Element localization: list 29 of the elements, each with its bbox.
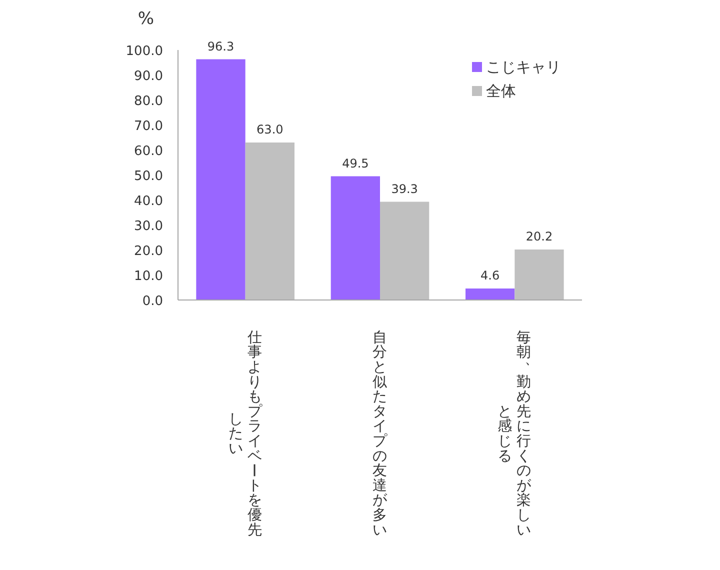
y-tick-label: 0.0 [142,294,163,309]
y-tick-label: 30.0 [134,219,163,234]
y-tick-label: 80.0 [134,94,163,109]
y-tick-label: 100.0 [126,44,163,59]
data-label: 39.3 [391,182,418,196]
x-tick-label: 自分と似たタイプの友達が多い [372,328,388,538]
data-label: 20.2 [526,230,553,244]
bar [380,202,430,300]
bar [514,250,564,300]
bar [466,288,515,300]
data-label: 63.0 [256,122,284,136]
y-tick-label: 90.0 [134,69,163,84]
data-label: 49.5 [342,156,369,170]
x-tick-label: 毎朝、勤め先に行くのが楽しいと感じる [498,328,540,538]
y-tick-label: 20.0 [134,244,163,259]
bar [196,59,246,300]
legend-label: 全体 [486,82,516,100]
bar [245,142,294,300]
data-label: 4.6 [480,268,500,282]
x-tick-label: 仕事よりもプライベートを優先したい [228,330,264,538]
data-label: 96.3 [207,39,234,54]
y-tick-label: 50.0 [134,169,163,184]
y-tick-label: 40.0 [134,194,163,209]
y-axis-title: % [138,9,154,29]
y-tick-label: 60.0 [134,144,163,159]
legend-label: こじキャリ [486,58,561,76]
y-tick-label: 10.0 [134,269,163,284]
bar [330,176,380,300]
y-tick-label: 70.0 [134,119,163,134]
